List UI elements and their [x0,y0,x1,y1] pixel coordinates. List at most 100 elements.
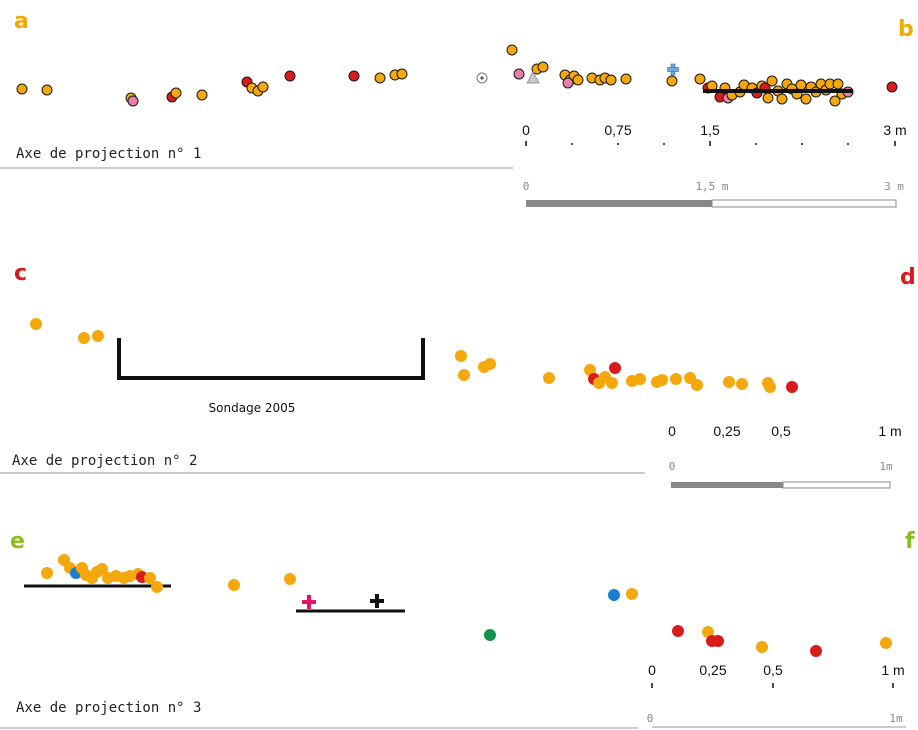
find-point-orange [756,641,768,653]
find-point-orange [144,572,156,584]
find-point-orange [396,68,408,80]
panel-letter-a: a [14,9,29,34]
panel-letter-c: c [14,261,27,286]
plus-cross-icon [370,594,384,608]
tick-marks-b [525,141,896,146]
find-point-orange [776,93,788,105]
find-point-red [886,81,898,93]
find-point-red [284,70,296,82]
scale-label-d-1: 1m [879,460,893,473]
find-point-blue [608,589,620,601]
tick-label-d-0: 0 [668,423,676,439]
panel-letter-b: b [898,17,914,42]
find-point-orange [626,588,638,600]
find-point-orange [41,84,53,96]
find-point-orange [78,332,90,344]
find-point-orange [666,75,678,87]
scale-label-d-0: 0 [669,460,676,473]
find-point-orange [762,92,774,104]
find-point-orange [605,74,617,86]
find-point-pink [513,68,525,80]
find-point-orange [829,95,841,107]
tick-label-b-1: 0,75 [604,122,631,138]
find-point-orange [694,73,706,85]
find-point-orange [228,579,240,591]
find-point-orange [374,72,386,84]
find-point-pink [127,95,139,107]
find-point-orange [458,369,470,381]
find-point-orange [572,74,584,86]
find-point-orange [257,81,269,93]
scale-label-b-1: 1,5 m [695,180,728,193]
find-point-orange [506,44,518,56]
sondage-note: Sondage 2005 [209,401,296,415]
scale-bar-d [671,481,891,489]
find-point-red [712,635,724,647]
find-point-red [786,381,798,393]
find-point-orange [606,377,618,389]
panel-letter-d: d [900,265,916,290]
find-point-red [810,645,822,657]
find-point-red [348,70,360,82]
axis-label-2: Axe de projection n° 2 [12,453,197,469]
scale-label-b-0: 0 [523,180,530,193]
find-point-orange [284,573,296,585]
find-point-red [609,362,621,374]
find-point-orange [832,78,844,90]
tick-label-f-2: 0,5 [763,662,783,678]
find-point-orange [620,73,632,85]
find-point-orange [30,318,42,330]
points-group-e [41,554,892,657]
triangle-icon [526,70,540,84]
find-point-orange [151,581,163,593]
tick-label-f-3: 1 m [881,662,904,678]
circle-dot-icon [476,72,488,84]
find-point-orange [196,89,208,101]
find-point-orange [880,637,892,649]
find-point-orange [800,93,812,105]
axis-label-3: Axe de projection n° 3 [16,700,201,716]
scale-label-f-1: 1m [889,712,903,725]
tick-label-b-0: 0 [522,122,530,138]
find-point-orange [795,79,807,91]
find-point-orange [656,374,668,386]
plus-cross-icon [302,595,316,609]
tick-label-b-2: 1,5 [700,122,720,138]
find-point-orange [16,83,28,95]
find-point-orange [766,75,778,87]
sondage-bracket [117,338,425,380]
find-point-orange [670,373,682,385]
find-point-orange [537,61,549,73]
find-point-orange [634,373,646,385]
find-point-orange [92,330,104,342]
find-point-orange [484,358,496,370]
find-point-red [672,625,684,637]
find-point-orange [736,378,748,390]
points-group-a [16,44,898,107]
find-point-orange [170,87,182,99]
plus-cross-icon [667,63,679,76]
find-point-orange [584,364,596,376]
find-point-green [484,629,496,641]
find-point-orange [702,626,714,638]
tick-label-d-1: 0,25 [713,423,740,439]
find-point-orange [691,379,703,391]
scale-bar-b [526,199,897,208]
find-point-orange [41,567,53,579]
panel-letter-e: e [10,529,25,554]
find-point-orange [723,376,735,388]
find-point-orange [543,372,555,384]
tick-label-d-2: 0,5 [771,423,791,439]
panel-letter-f: f [905,529,915,554]
points-group-c [30,318,798,393]
scale-label-b-2: 3 m [884,180,904,193]
find-point-orange [764,381,776,393]
scale-label-f-0: 0 [647,712,654,725]
find-point-orange [96,563,108,575]
find-point-orange [455,350,467,362]
tick-label-f-1: 0,25 [699,662,726,678]
find-point-pink [562,77,574,89]
tick-label-b-3: 3 m [883,122,906,138]
tick-marks-f [651,683,894,688]
